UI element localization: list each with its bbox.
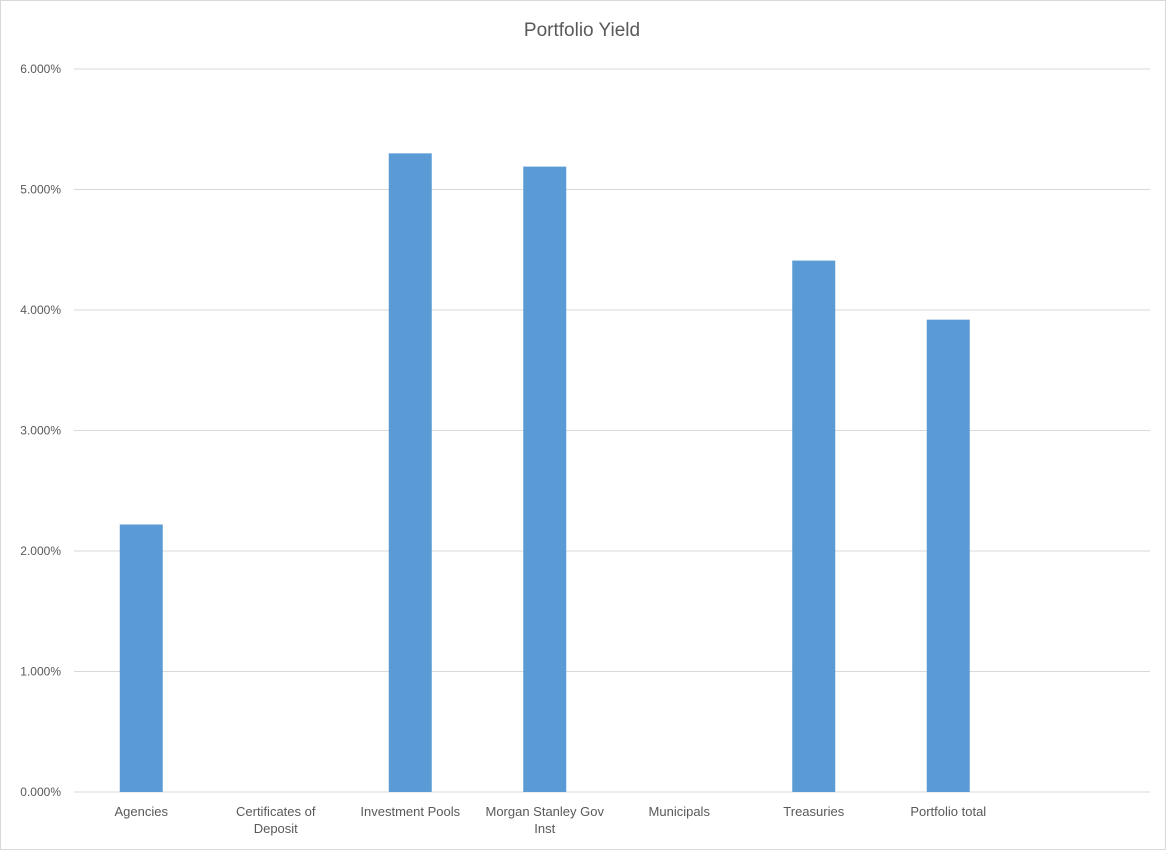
x-tick-label-line: Morgan Stanley Gov xyxy=(485,804,604,819)
x-tick-label-line: Deposit xyxy=(254,821,298,836)
x-tick-label: Investment Pools xyxy=(360,804,460,819)
chart-title: Portfolio Yield xyxy=(523,20,641,41)
x-tick-label: Municipals xyxy=(649,804,711,819)
y-tick-label: 5.000% xyxy=(20,183,61,197)
x-tick-label: Certificates of Deposit xyxy=(236,804,316,836)
y-tick-label: 2.000% xyxy=(20,544,61,558)
bar xyxy=(388,153,432,793)
x-tick-label: Treasuries xyxy=(783,804,844,819)
y-tick-label: 1.000% xyxy=(20,665,61,679)
y-tick-label: 3.000% xyxy=(20,424,61,438)
x-tick-label: Morgan Stanley Gov Inst xyxy=(485,804,604,836)
bar xyxy=(926,319,970,792)
x-tick-label-line: Inst xyxy=(534,821,555,836)
y-tick-label: 6.000% xyxy=(20,62,61,76)
x-tick-label: Agencies xyxy=(115,804,169,819)
x-tick-label: Portfolio total xyxy=(910,804,986,819)
bar xyxy=(792,260,836,793)
y-tick-label: 4.000% xyxy=(20,303,61,317)
x-tick-label-line: Portfolio total xyxy=(910,804,986,819)
bar xyxy=(523,166,567,793)
x-tick-label-line: Certificates of xyxy=(236,804,316,819)
x-tick-label-line: Municipals xyxy=(649,804,711,819)
x-tick-label-line: Investment Pools xyxy=(360,804,460,819)
y-tick-label: 0.000% xyxy=(20,785,61,799)
bar xyxy=(119,524,163,792)
x-tick-label-line: Treasuries xyxy=(783,804,844,819)
x-tick-label-line: Agencies xyxy=(115,804,169,819)
